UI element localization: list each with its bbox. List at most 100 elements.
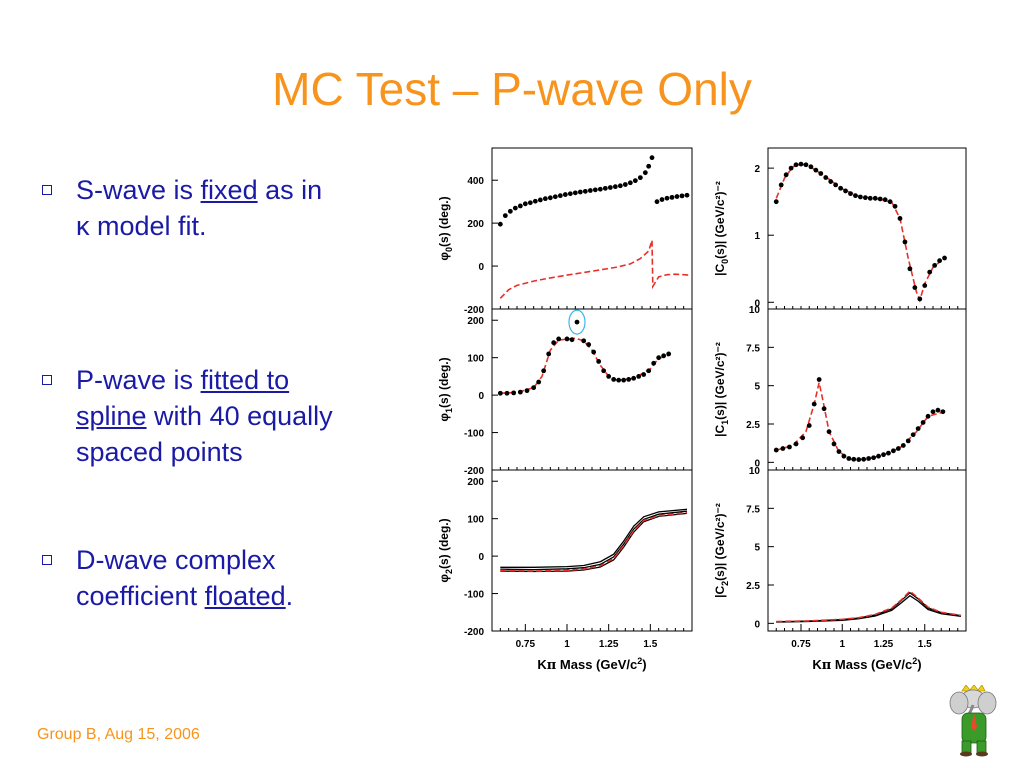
y-tick-label: 0	[754, 298, 760, 309]
plot-frame	[767, 308, 967, 471]
data-point	[858, 194, 863, 200]
bullet-line: S-wave is fixed as in	[76, 172, 322, 208]
data-point	[601, 368, 607, 374]
y-tick-label: 100	[467, 515, 484, 526]
data-point	[905, 438, 911, 444]
data-point	[569, 337, 575, 343]
data-point	[891, 448, 896, 454]
series-line-1	[776, 594, 962, 623]
y-tick-label: -100	[464, 590, 484, 601]
y-tick-label: -200	[464, 466, 484, 477]
data-point	[659, 197, 665, 202]
data-point	[532, 198, 538, 204]
data-point	[811, 401, 817, 407]
data-point	[806, 423, 812, 428]
fit-curve	[776, 382, 945, 461]
y-axis-label: φ2(s) (deg.)	[437, 518, 454, 582]
y-tick-label: 100	[467, 354, 484, 365]
bullet-pwave: P-wave is fitted to spline with 40 equal…	[38, 362, 333, 470]
data-point	[843, 188, 848, 194]
y-tick-label: -200	[464, 305, 484, 316]
plot-area	[500, 508, 688, 573]
data-point	[684, 192, 690, 198]
data-point	[541, 368, 547, 374]
data-point	[656, 355, 662, 361]
bullet-text: D-wave complex	[76, 545, 276, 575]
data-point	[773, 447, 779, 453]
plot-area	[773, 377, 946, 462]
data-point	[497, 221, 503, 227]
data-point	[788, 165, 794, 171]
series-line-3	[500, 511, 688, 572]
y-tick-label: 10	[749, 305, 761, 316]
y-tick-label: 5	[754, 543, 760, 554]
data-point	[669, 194, 675, 200]
data-point	[567, 191, 573, 197]
data-point	[920, 420, 926, 425]
plot-area	[776, 590, 962, 623]
data-point	[572, 190, 578, 196]
data-point	[793, 441, 799, 447]
data-point	[592, 187, 598, 193]
x-tick-label: 0.75	[791, 639, 811, 650]
data-point	[836, 449, 842, 454]
data-point	[674, 194, 680, 199]
data-point	[925, 413, 931, 419]
data-point	[642, 170, 648, 176]
y-tick-label: 0	[754, 458, 760, 469]
x-tick-label: 1	[564, 639, 570, 650]
data-point	[831, 441, 837, 447]
footer-text: Group B, Aug 15, 2006	[37, 726, 200, 743]
data-point	[895, 446, 901, 451]
data-point	[871, 455, 876, 461]
y-tick-label: 0	[754, 619, 760, 630]
data-point	[507, 208, 513, 214]
data-point	[846, 456, 852, 461]
square-bullet-icon	[42, 375, 52, 385]
bullet-line: κ model fit.	[76, 208, 322, 244]
bullet-text: spaced points	[76, 437, 243, 467]
bullet-text: S-wave is	[76, 175, 201, 205]
y-tick-label: 2.5	[746, 420, 760, 431]
y-tick-label: 0	[478, 262, 484, 273]
data-point	[915, 426, 921, 431]
y-axis-label: φ0(s) (deg.)	[437, 196, 454, 260]
data-point	[536, 379, 542, 385]
data-point	[522, 201, 528, 207]
data-point	[664, 195, 670, 201]
x-axis-label: Kπ Mass (GeV/c2)	[812, 656, 921, 673]
data-point	[872, 195, 878, 201]
data-point	[622, 182, 628, 187]
data-point	[823, 175, 829, 180]
data-point	[527, 200, 533, 206]
data-point	[917, 296, 923, 302]
y-tick-label: 0	[478, 391, 484, 402]
x-tick-label: 1.25	[599, 639, 619, 650]
data-point	[586, 342, 592, 347]
data-point	[517, 203, 523, 209]
y-axis-label: |C2(s)| (GeV/c²)⁻²	[713, 503, 730, 598]
series-line-0	[500, 508, 688, 568]
data-point	[531, 385, 537, 391]
data-point	[922, 283, 928, 288]
data-point	[606, 373, 612, 379]
plot-area	[773, 161, 947, 303]
data-point	[646, 368, 652, 374]
data-point	[612, 184, 618, 190]
fit-curve	[499, 240, 689, 299]
bullet-text: .	[285, 581, 294, 611]
data-point	[591, 349, 597, 355]
bullet-swave: S-wave is fixed as in κ model fit.	[38, 172, 322, 244]
plot-area	[497, 319, 672, 396]
data-point	[547, 195, 553, 201]
y-tick-label: -100	[464, 429, 484, 440]
data-point	[551, 340, 557, 346]
data-point	[581, 338, 587, 344]
data-point	[641, 372, 647, 377]
elephant-mascot-icon	[949, 685, 997, 757]
data-point	[556, 336, 562, 342]
data-point	[866, 456, 872, 461]
y-tick-label: 7.5	[746, 343, 760, 354]
data-point	[930, 409, 936, 415]
